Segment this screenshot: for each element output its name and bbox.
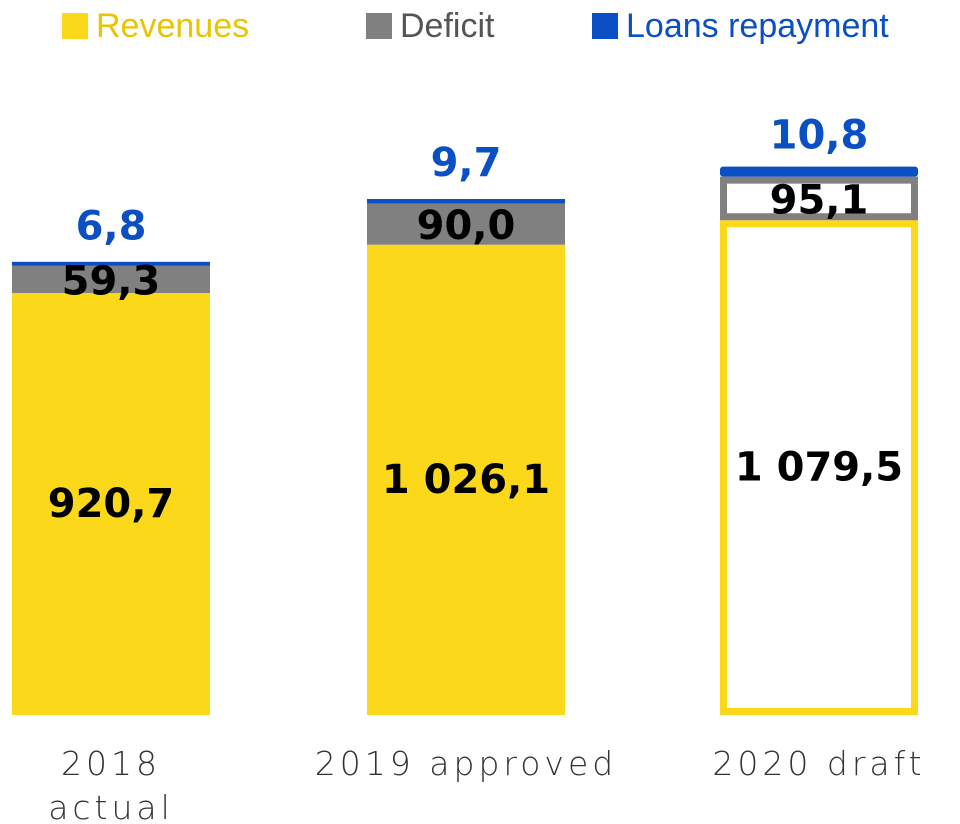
value-label: 95,1 (770, 177, 869, 223)
x-tick-label: 2020 draft (712, 744, 926, 783)
bar-segment (720, 166, 918, 177)
value-label: 1 026,1 (382, 457, 550, 503)
legend-label: Loans repayment (626, 7, 889, 45)
value-label: 6,8 (76, 204, 147, 250)
value-label: 1 079,5 (735, 445, 903, 491)
legend-swatch (366, 13, 392, 39)
value-label: 10,8 (770, 113, 869, 159)
bar-segment (12, 261, 210, 266)
x-tick-label: 2019 approved (314, 744, 618, 783)
legend-label: Revenues (96, 7, 249, 45)
value-label: 90,0 (417, 203, 516, 249)
bar-segment (367, 244, 565, 715)
value-label: 59,3 (62, 258, 161, 304)
x-tick-label: 2018 actual (48, 744, 174, 824)
bar-segment (720, 176, 918, 221)
value-label: 9,7 (431, 140, 502, 186)
legend-swatch (62, 13, 88, 39)
bar-segment (367, 199, 565, 204)
bar-segment (720, 220, 918, 716)
bar-segment (12, 265, 210, 294)
bar-segment (367, 203, 565, 245)
legend-swatch (592, 13, 618, 39)
bar-segment (12, 293, 210, 715)
value-label: 920,7 (48, 481, 175, 527)
legend-label: Deficit (400, 7, 495, 45)
